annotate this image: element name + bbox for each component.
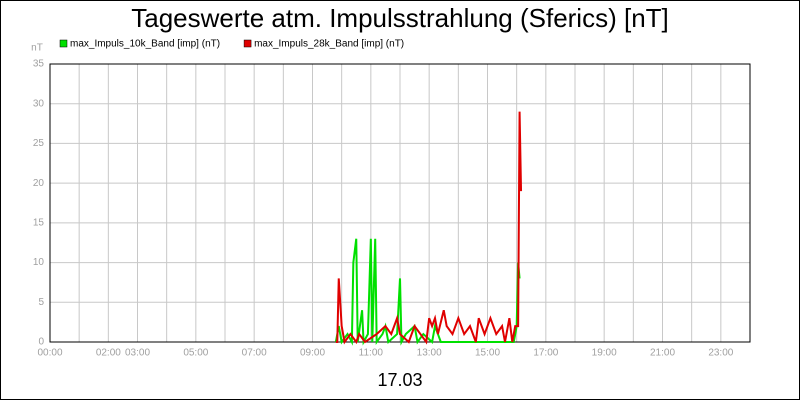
series-line bbox=[334, 238, 521, 346]
x-tick-label: 00:00 bbox=[37, 348, 62, 359]
x-tick-label: 23:00 bbox=[708, 348, 733, 359]
chart-title: Tageswerte atm. Impulsstrahlung (Sferics… bbox=[131, 3, 669, 33]
x-tick-label: 09:00 bbox=[300, 348, 325, 359]
y-tick-label: 0 bbox=[38, 337, 44, 348]
x-axis-label: 17.03 bbox=[377, 370, 422, 390]
y-tick-label: 35 bbox=[33, 59, 45, 70]
x-tick-label: 17:00 bbox=[533, 348, 558, 359]
y-tick-label: 20 bbox=[33, 178, 45, 189]
x-tick-label: 07:00 bbox=[242, 348, 267, 359]
x-tick-label: 05:00 bbox=[183, 348, 208, 359]
legend-swatch bbox=[59, 39, 68, 48]
y-tick-label: 30 bbox=[33, 98, 45, 109]
legend-label: max_Impuls_28k_Band [imp] (nT) bbox=[254, 39, 404, 50]
x-tick-label: 19:00 bbox=[592, 348, 617, 359]
x-tick-label: 11:00 bbox=[359, 348, 384, 359]
plot-border bbox=[49, 63, 751, 343]
y-tick-label: 25 bbox=[33, 138, 45, 149]
legend-label: max_Impuls_10k_Band [imp] (nT) bbox=[70, 39, 220, 50]
y-tick-label: 15 bbox=[33, 217, 45, 228]
x-tick-label: 02:00 bbox=[96, 348, 121, 359]
x-tick-label: 21:00 bbox=[650, 348, 675, 359]
series-line bbox=[335, 111, 523, 345]
y-tick-label: 5 bbox=[38, 297, 44, 308]
legend-swatch bbox=[243, 39, 252, 48]
x-tick-label: 03:00 bbox=[125, 348, 150, 359]
x-tick-label: 15:00 bbox=[475, 348, 500, 359]
y-tick-label: 10 bbox=[33, 257, 45, 268]
x-tick-label: 13:00 bbox=[417, 348, 442, 359]
y-axis-label: nT bbox=[31, 43, 43, 54]
